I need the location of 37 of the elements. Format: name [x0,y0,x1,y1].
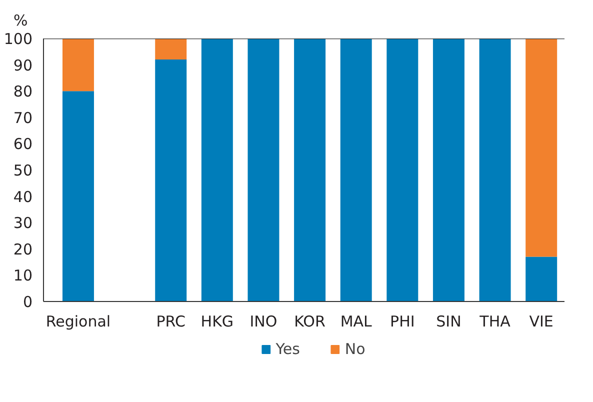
bar [432,38,464,302]
y-tick-label: 0 [22,293,33,311]
bar [62,91,94,302]
x-tick-label: PRC [156,312,186,330]
x-tick-label: KOR [294,312,326,330]
bar [479,38,511,302]
y-tick-label: 20 [13,240,33,258]
x-tick-label: SIN [436,312,462,330]
bar [526,256,558,302]
y-tick-label: 10 [13,266,33,285]
bar [201,38,233,302]
x-tick-label: HKG [200,312,234,330]
y-tick-label: 40 [13,188,33,206]
x-tick-label: Regional [46,312,111,330]
y-tick-label: 70 [13,108,33,127]
legend-label: No [344,340,366,358]
y-tick-label: 50 [13,162,33,180]
y-tick-label: 90 [13,56,33,74]
bar [155,38,187,60]
x-tick-label: PHI [390,312,415,330]
x-tick-label: THA [478,312,512,330]
x-tick-label: MAL [340,312,373,330]
bar [526,38,558,257]
bar [386,38,418,302]
bar [248,38,280,302]
y-axis-title: % [14,12,28,30]
y-tick-label: 60 [13,135,33,154]
y-tick-label: 30 [13,214,33,232]
y-tick-label: 80 [13,82,33,101]
bar [294,38,326,302]
x-tick-label: VIE [529,312,554,330]
y-tick-label: 100 [4,30,33,48]
legend-label: Yes [276,340,300,358]
bar [62,38,94,92]
x-tick-label: INO [250,312,278,330]
bar [155,60,187,302]
bar [340,38,372,302]
